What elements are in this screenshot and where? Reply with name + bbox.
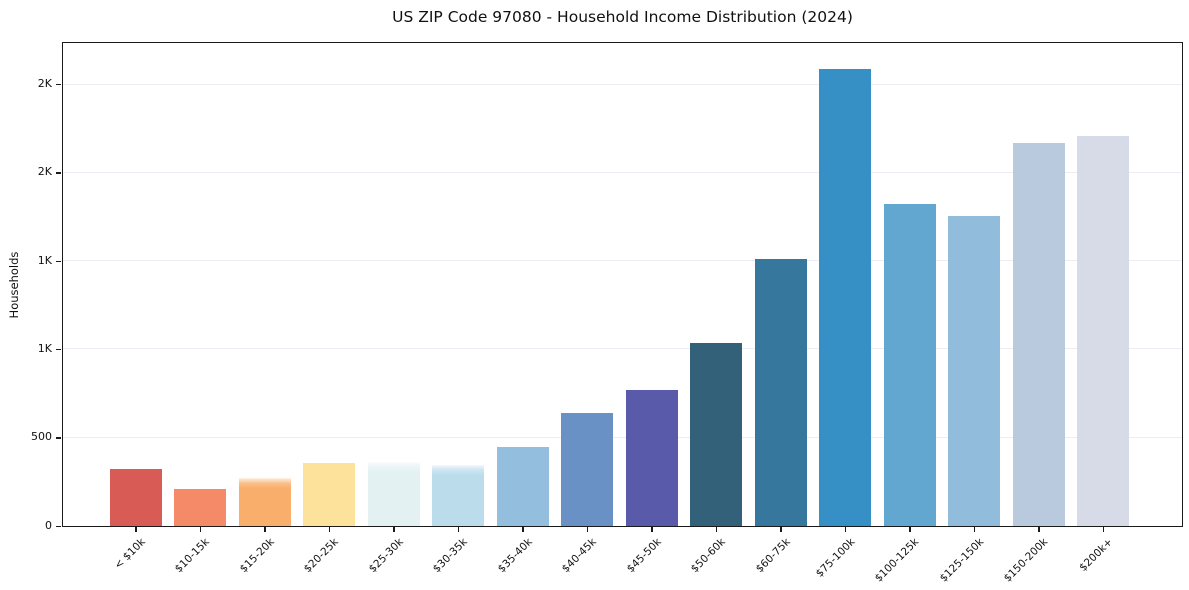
bar-$150-200k	[1012, 142, 1065, 526]
bar-$40-45k	[561, 413, 613, 526]
x-tick-mark	[1038, 527, 1040, 532]
bar-< $10k	[109, 468, 162, 526]
gridline	[63, 171, 1182, 173]
x-tick-mark	[328, 527, 331, 532]
y-tick-mark	[56, 525, 61, 527]
bar-$45-50k	[625, 390, 678, 526]
x-tick-mark	[844, 527, 847, 532]
bar-$20-25k	[303, 463, 355, 526]
x-tick-label: $150-200k	[1001, 536, 1051, 585]
x-tick-mark	[264, 527, 266, 532]
y-tick-label: 500	[31, 430, 52, 444]
y-tick-label: 1K	[37, 253, 52, 267]
x-tick-mark	[522, 527, 524, 532]
gridline	[63, 260, 1182, 262]
plot-area	[62, 42, 1183, 527]
x-tick-label: $20-25k	[301, 536, 341, 576]
y-tick-mark	[56, 437, 61, 439]
bar-$75-100k	[819, 68, 871, 526]
y-tick-mark	[56, 260, 61, 263]
y-tick-label: 0	[45, 518, 52, 532]
y-tick-mark	[56, 172, 61, 174]
x-tick-label: < $10k	[111, 536, 148, 572]
x-tick-mark	[393, 527, 395, 532]
y-tick-label: 2K	[37, 165, 52, 179]
bar-$15-20k	[238, 478, 291, 526]
x-tick-label: $30-35k	[430, 536, 470, 576]
x-tick-label: $200k+	[1077, 536, 1115, 574]
x-tick-label: $75-100k	[813, 536, 857, 580]
x-tick-label: $100-125k	[872, 536, 922, 585]
gridline	[63, 348, 1182, 350]
x-tick-mark	[199, 527, 202, 532]
gridline	[63, 83, 1182, 85]
bar-$60-75k	[754, 258, 807, 526]
x-tick-label: $35-40k	[495, 536, 535, 576]
bar-$25-30k	[367, 461, 420, 526]
gridline	[63, 436, 1182, 438]
y-tick-mark	[56, 348, 61, 351]
bar-$50-60k	[690, 343, 742, 526]
x-tick-label: $50-60k	[688, 536, 728, 576]
x-tick-mark	[715, 527, 718, 532]
x-tick-label: $60-75k	[753, 536, 793, 576]
bar-$200k+	[1077, 135, 1129, 526]
x-tick-mark	[135, 527, 137, 532]
y-tick-label: 1K	[37, 341, 52, 355]
x-tick-mark	[780, 527, 782, 532]
x-tick-label: $25-30k	[366, 536, 406, 576]
x-tick-mark	[651, 527, 653, 532]
y-tick-label: 2K	[37, 77, 52, 91]
x-tick-mark	[1102, 527, 1105, 532]
bar-$100-125k	[883, 203, 936, 526]
x-tick-mark	[457, 527, 460, 532]
x-tick-mark	[909, 527, 911, 532]
y-tick-mark	[56, 84, 61, 86]
chart-title: US ZIP Code 97080 - Household Income Dis…	[392, 8, 853, 26]
x-tick-label: $10-15k	[172, 536, 212, 576]
x-tick-label: $45-50k	[624, 536, 664, 576]
x-tick-label: $40-45k	[559, 536, 599, 576]
x-tick-mark	[973, 527, 976, 532]
x-tick-mark	[586, 527, 589, 532]
x-tick-label: $15-20k	[237, 536, 277, 576]
bar-$30-35k	[432, 465, 484, 526]
bar-$125-150k	[948, 216, 1000, 526]
bar-$35-40k	[496, 446, 549, 526]
bar-$10-15k	[174, 488, 226, 526]
x-tick-label: $125-150k	[937, 536, 986, 585]
